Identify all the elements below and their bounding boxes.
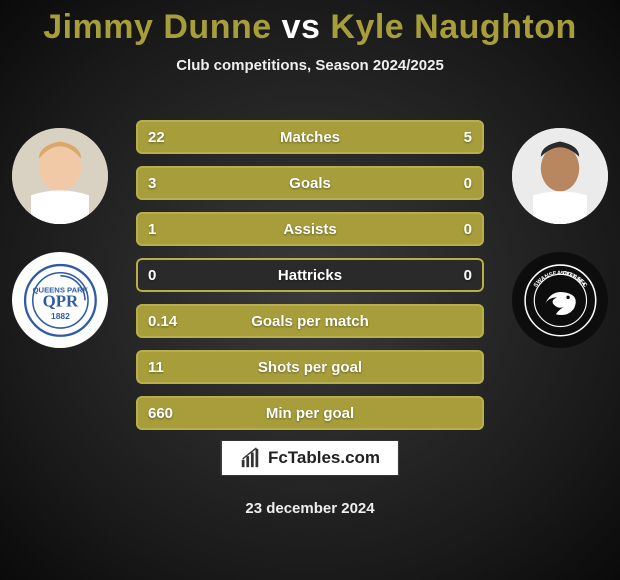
player2-avatar bbox=[512, 128, 608, 224]
person-icon bbox=[512, 128, 608, 224]
stat-label: Goals per match bbox=[136, 313, 484, 330]
svg-text:SWANSEA CITY AFC: SWANSEA CITY AFC bbox=[533, 270, 588, 288]
stats-container: 22Matches53Goals01Assists00Hattricks00.1… bbox=[136, 120, 484, 442]
person-icon bbox=[12, 128, 108, 224]
stat-row: 3Goals0 bbox=[136, 166, 484, 200]
qpr-year: 1882 bbox=[51, 310, 70, 320]
stat-row: 22Matches5 bbox=[136, 120, 484, 154]
qpr-badge-icon: QUEENS PARK QPR 1882 bbox=[22, 262, 99, 339]
chart-icon bbox=[240, 447, 262, 469]
player2-club-badge: SWANSEA CITY AFC SWANSEA CITY AFC bbox=[512, 252, 608, 348]
brand-badge: FcTables.com bbox=[221, 440, 399, 476]
stat-row: 0Hattricks0 bbox=[136, 258, 484, 292]
stat-value-right: 5 bbox=[464, 129, 472, 146]
player1-club-badge: QUEENS PARK QPR 1882 bbox=[12, 252, 108, 348]
stat-label: Min per goal bbox=[136, 405, 484, 422]
swansea-badge-icon: SWANSEA CITY AFC SWANSEA CITY AFC bbox=[522, 262, 599, 339]
stat-label: Assists bbox=[136, 221, 484, 238]
qpr-text: QPR bbox=[42, 291, 78, 310]
stat-label: Matches bbox=[136, 129, 484, 146]
stat-value-right: 0 bbox=[464, 267, 472, 284]
stat-row: 660Min per goal bbox=[136, 396, 484, 430]
date-text: 23 december 2024 bbox=[0, 500, 620, 517]
subtitle: Club competitions, Season 2024/2025 bbox=[0, 57, 620, 74]
stat-value-right: 0 bbox=[464, 221, 472, 238]
stat-label: Goals bbox=[136, 175, 484, 192]
stat-label: Hattricks bbox=[136, 267, 484, 284]
page-title: Jimmy Dunne vs Kyle Naughton bbox=[0, 0, 620, 47]
stat-row: 11Shots per goal bbox=[136, 350, 484, 384]
title-player1: Jimmy Dunne bbox=[43, 8, 271, 46]
stat-label: Shots per goal bbox=[136, 359, 484, 376]
comparison-card: Jimmy Dunne vs Kyle Naughton Club compet… bbox=[0, 0, 620, 580]
player1-avatar bbox=[12, 128, 108, 224]
stat-row: 0.14Goals per match bbox=[136, 304, 484, 338]
stat-row: 1Assists0 bbox=[136, 212, 484, 246]
brand-text: FcTables.com bbox=[268, 448, 380, 468]
svg-text:SWANSEA CITY AFC: SWANSEA CITY AFC bbox=[522, 262, 588, 289]
title-vs: vs bbox=[282, 8, 321, 46]
stat-value-right: 0 bbox=[464, 175, 472, 192]
title-player2: Kyle Naughton bbox=[330, 8, 576, 46]
svg-text:QUEENS PARK: QUEENS PARK bbox=[32, 285, 88, 294]
